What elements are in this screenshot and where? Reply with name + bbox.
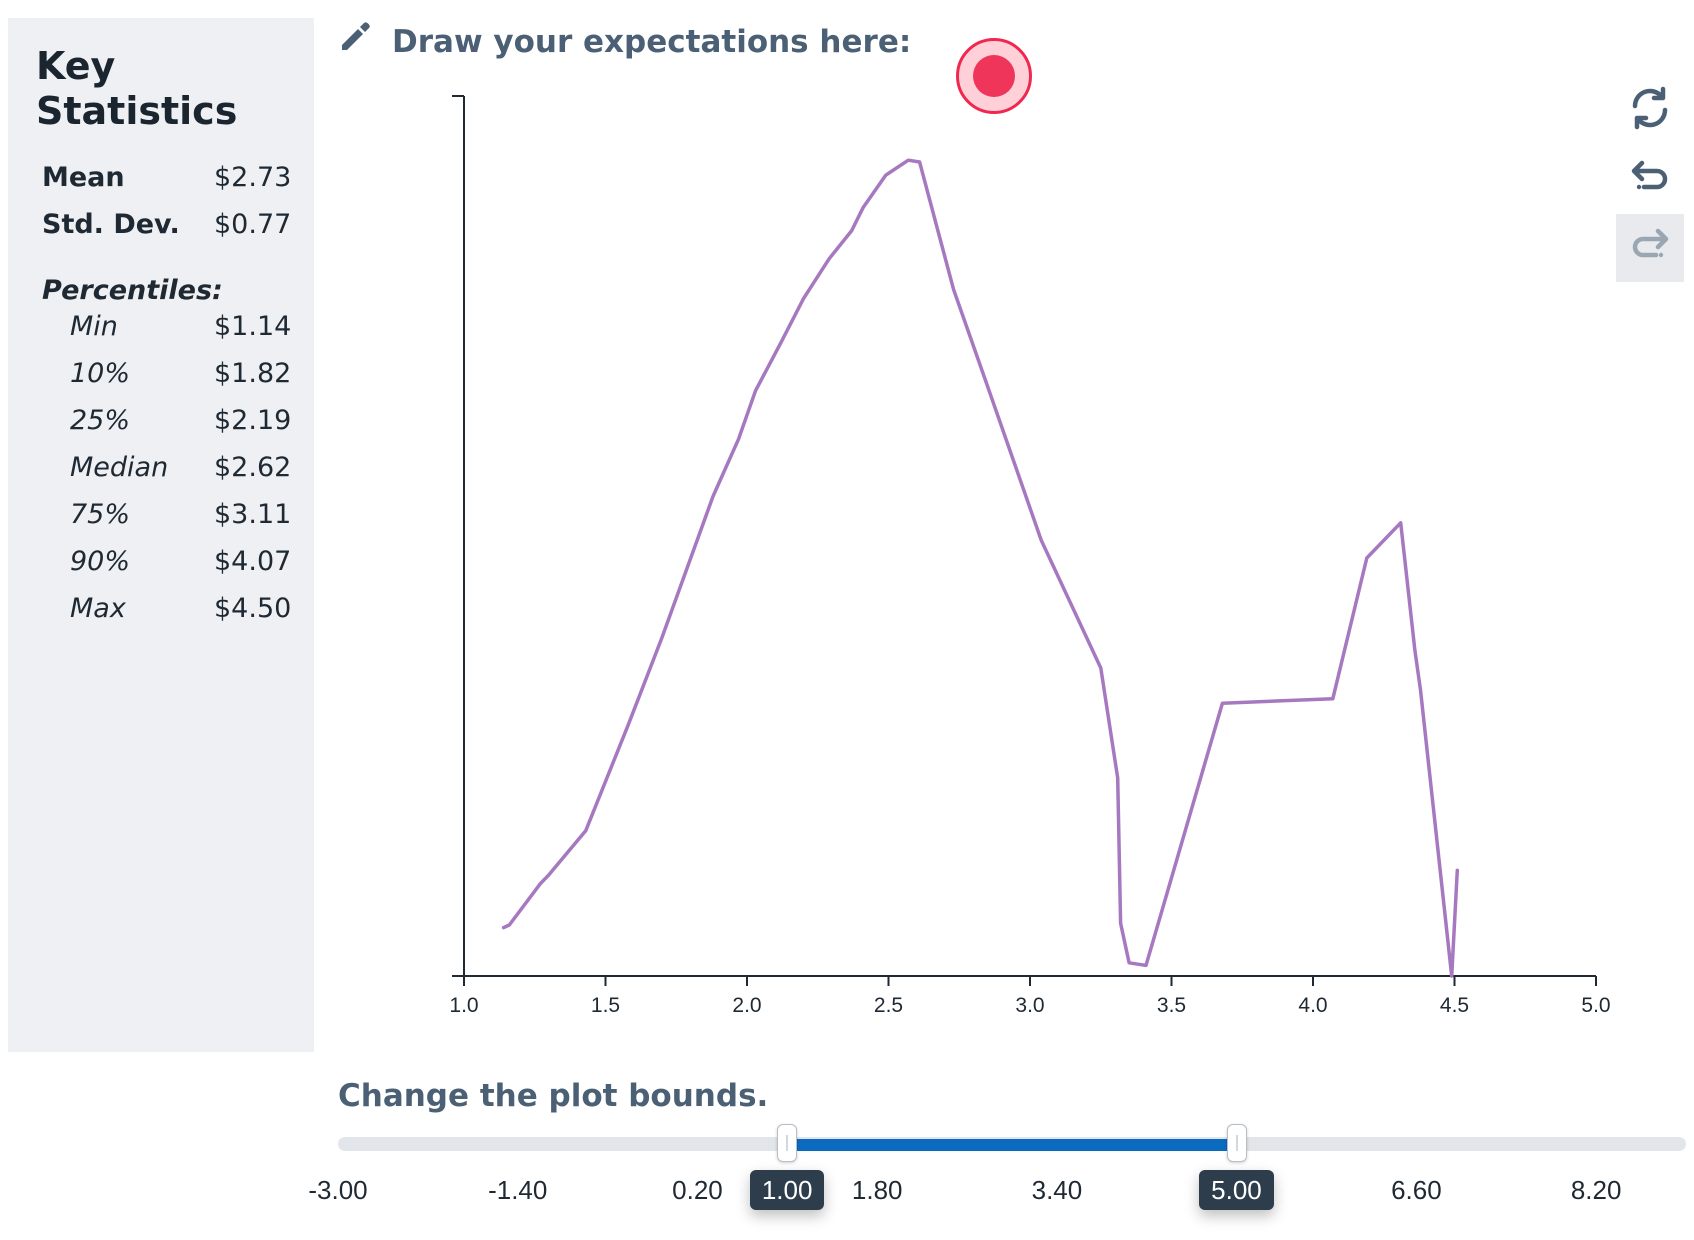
stat-value: $0.77 xyxy=(214,209,292,240)
redo-button[interactable] xyxy=(1616,214,1684,282)
bounds-slider-range xyxy=(787,1139,1237,1151)
stat-row-std-dev: Std. Dev. $0.77 xyxy=(42,205,302,245)
percentile-value: $1.82 xyxy=(214,358,292,389)
key-statistics-title: Key Statistics xyxy=(36,44,238,133)
percentile-label: Median xyxy=(70,452,169,483)
scale-label: -3.00 xyxy=(308,1175,368,1205)
pencil-icon xyxy=(336,18,374,56)
undo-icon xyxy=(1627,155,1673,205)
upper-bound-badge: 5.00 xyxy=(1199,1170,1274,1210)
x-tick-label: 1.0 xyxy=(449,994,478,1017)
stat-value: $2.73 xyxy=(214,162,292,193)
percentile-row-25: 25% $2.19 xyxy=(42,401,302,441)
percentile-row-90: 90% $4.07 xyxy=(42,542,302,582)
percentiles-heading: Percentiles: xyxy=(42,275,223,306)
percentile-value: $3.11 xyxy=(214,499,292,530)
density-line xyxy=(501,158,1460,978)
x-axis-ticks: 1.0 1.5 2.0 2.5 3.0 3.5 4.0 4.5 5.0 xyxy=(449,976,1611,1017)
bounds-upper-handle[interactable] xyxy=(1226,1124,1247,1162)
x-tick-label: 5.0 xyxy=(1581,994,1610,1017)
scale-label: 3.40 xyxy=(1031,1175,1083,1205)
bounds-lower-handle[interactable] xyxy=(777,1124,798,1162)
percentile-value: $2.19 xyxy=(214,405,292,436)
percentile-label: 10% xyxy=(70,358,131,389)
draw-expectations-title: Draw your expectations here: xyxy=(392,24,912,60)
refresh-icon xyxy=(1627,85,1673,135)
x-tick-label: 2.5 xyxy=(874,994,903,1017)
percentile-row-75: 75% $3.11 xyxy=(42,495,302,535)
percentile-label: 75% xyxy=(70,499,131,530)
stat-label: Std. Dev. xyxy=(42,209,180,240)
x-tick-label: 4.5 xyxy=(1440,994,1469,1017)
reset-button[interactable] xyxy=(1616,76,1684,144)
percentile-value: $4.50 xyxy=(214,593,292,624)
record-dot-center xyxy=(973,55,1015,97)
x-tick-label: 2.0 xyxy=(732,994,761,1017)
percentile-value: $4.07 xyxy=(214,546,292,577)
percentile-label: Min xyxy=(70,311,118,342)
x-tick-label: 1.5 xyxy=(591,994,620,1017)
x-tick-label: 4.0 xyxy=(1298,994,1327,1017)
percentile-value: $1.14 xyxy=(214,311,292,342)
percentile-row-10: 10% $1.82 xyxy=(42,354,302,394)
lower-bound-badge: 1.00 xyxy=(749,1170,825,1210)
chart-axes xyxy=(452,95,1596,977)
undo-button[interactable] xyxy=(1616,146,1684,214)
scale-label: 1.80 xyxy=(851,1175,903,1205)
plot-bounds-title: Change the plot bounds. xyxy=(338,1078,769,1114)
percentile-row-min: Min $1.14 xyxy=(42,307,302,347)
redo-icon xyxy=(1627,223,1673,273)
scale-label: 0.20 xyxy=(672,1175,723,1205)
percentile-label: 90% xyxy=(70,546,131,577)
stat-label: Mean xyxy=(42,162,125,193)
percentile-label: 25% xyxy=(70,405,131,436)
scale-label: -1.40 xyxy=(488,1175,548,1205)
stat-row-mean: Mean $2.73 xyxy=(42,158,302,198)
x-tick-label: 3.5 xyxy=(1157,994,1186,1017)
scale-label: 8.20 xyxy=(1570,1175,1622,1205)
key-statistics-panel: Key Statistics Mean $2.73 Std. Dev. $0.7… xyxy=(8,18,314,1052)
record-dot-icon xyxy=(956,38,1032,114)
percentile-value: $2.62 xyxy=(214,452,292,483)
percentile-label: Max xyxy=(70,593,126,624)
chart-series xyxy=(501,158,1460,978)
scale-label: 6.60 xyxy=(1391,1175,1442,1205)
percentile-row-max: Max $4.50 xyxy=(42,589,302,629)
percentile-row-median: Median $2.62 xyxy=(42,448,302,488)
x-tick-label: 3.0 xyxy=(1015,994,1044,1017)
